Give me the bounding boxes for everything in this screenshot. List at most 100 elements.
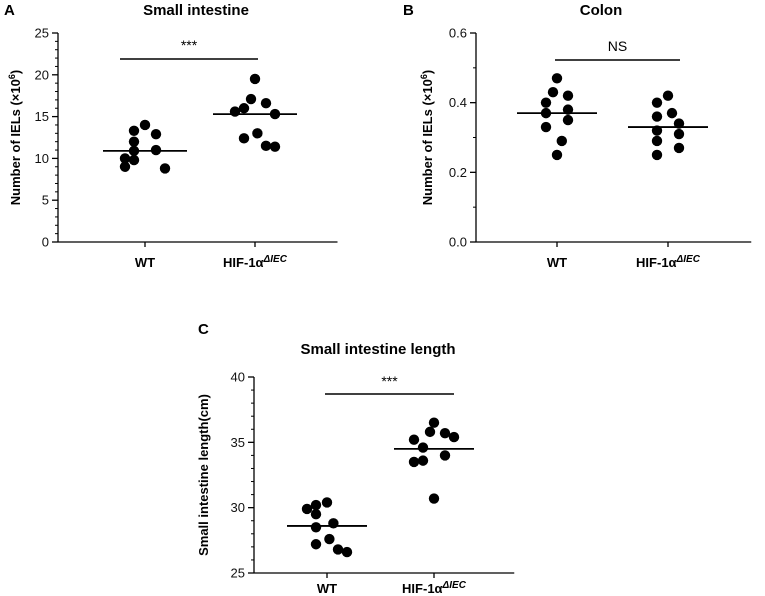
- y-axis-label: Small intestine length(cm): [196, 394, 211, 556]
- y-tick-label: 30: [231, 500, 245, 515]
- y-tick-label: 15: [35, 109, 49, 124]
- y-axis-label-close: ): [420, 70, 435, 74]
- data-point: [562, 90, 574, 101]
- data-point: [310, 539, 322, 550]
- data-point: [229, 106, 241, 117]
- data-point: [249, 73, 261, 85]
- y-tick-label: 0.4: [449, 95, 467, 110]
- y-tick-label: 0.6: [449, 26, 467, 41]
- y-axis-label-exponent: 6: [7, 74, 17, 79]
- y-tick-label: 5: [42, 193, 49, 208]
- y-axis-label-base: Number of IELs (×10: [420, 79, 435, 205]
- data-point: [547, 87, 559, 98]
- data-point: [260, 140, 272, 152]
- data-point: [662, 90, 674, 101]
- y-tick-label: 0: [42, 235, 49, 250]
- y-axis-label: Number of IELs (×106): [419, 70, 435, 205]
- data-point: [324, 533, 335, 545]
- data-point: [448, 431, 460, 443]
- panel-letter: B: [403, 2, 414, 19]
- data-point: [269, 141, 281, 152]
- x-category-label-hif-base: HIF-1α: [636, 255, 677, 270]
- y-tick-label: 10: [35, 151, 49, 166]
- data-point: [341, 546, 353, 558]
- x-category-label-wt: WT: [135, 255, 155, 270]
- data-point: [332, 544, 344, 555]
- data-point: [119, 153, 131, 164]
- data-point: [651, 97, 663, 108]
- panel-c: C Small intestine length 25 30 35 40 Small int…: [196, 321, 515, 596]
- data-point: [424, 426, 436, 438]
- data-point: [551, 73, 563, 84]
- chart-title: Small intestine: [143, 2, 249, 19]
- data-point: [150, 128, 162, 140]
- y-tick-label: 35: [231, 435, 245, 450]
- data-point: [673, 128, 685, 140]
- significance-label: ***: [181, 37, 198, 53]
- data-point: [651, 135, 663, 147]
- data-point: [417, 455, 429, 466]
- data-point: [159, 163, 171, 174]
- data-point: [321, 497, 333, 508]
- data-point: [417, 442, 429, 453]
- data-point: [428, 417, 440, 428]
- x-category-label-wt: WT: [547, 255, 567, 270]
- data-point: [328, 518, 339, 529]
- x-category-label-hif-base: HIF-1α: [223, 255, 264, 270]
- data-point: [245, 93, 257, 105]
- data-point: [428, 493, 440, 504]
- data-point: [310, 522, 322, 533]
- data-point: [673, 142, 685, 154]
- significance-label: ***: [381, 373, 398, 389]
- data-point: [551, 149, 563, 161]
- data-point: [238, 133, 250, 144]
- data-point: [540, 121, 552, 133]
- data-point: [119, 161, 131, 172]
- y-axis-label: Number of IELs (×106): [7, 70, 23, 205]
- data-point: [651, 149, 663, 161]
- x-category-label-hif: HIF-1αΔIEC: [636, 254, 701, 271]
- x-category-label-hif: HIF-1αΔIEC: [402, 580, 467, 596]
- data-point: [439, 427, 451, 439]
- data-point: [128, 125, 140, 137]
- y-tick-label: 25: [35, 26, 49, 41]
- data-point: [310, 509, 322, 520]
- y-tick-label: 0.2: [449, 165, 467, 180]
- y-tick-label: 40: [231, 370, 245, 385]
- data-point: [310, 499, 322, 511]
- y-axis-label-close: ): [8, 70, 23, 74]
- data-point: [651, 111, 663, 122]
- y-tick-label: 25: [231, 566, 245, 581]
- data-point: [238, 103, 250, 114]
- y-tick-label: 20: [35, 67, 49, 82]
- data-point: [556, 135, 567, 147]
- data-point: [301, 503, 313, 515]
- y-tick-label: 0.0: [449, 235, 467, 250]
- data-point: [260, 98, 272, 109]
- chart-title: Colon: [580, 2, 623, 19]
- panel-a: A Small intestine 0 5 10 15 20 25 Number of IELs…: [4, 2, 338, 270]
- y-axis-label-base: Number of IELs (×10: [8, 79, 23, 205]
- panel-letter: C: [198, 321, 209, 338]
- x-category-label-hif-superscript: ΔIEC: [676, 254, 701, 265]
- chart-title: Small intestine length: [300, 341, 455, 358]
- data-point: [408, 456, 420, 468]
- x-category-label-hif: HIF-1αΔIEC: [223, 254, 288, 271]
- significance-label: NS: [608, 38, 627, 54]
- data-point: [666, 107, 678, 119]
- data-point: [128, 154, 140, 166]
- data-point: [252, 128, 263, 139]
- x-category-label-hif-superscript: ΔIEC: [263, 254, 288, 265]
- y-axis-label-exponent: 6: [419, 74, 429, 79]
- data-point: [540, 97, 552, 108]
- data-point: [408, 434, 420, 445]
- data-point: [562, 114, 574, 126]
- x-category-label-wt: WT: [317, 581, 337, 596]
- data-point: [439, 450, 451, 461]
- data-point: [139, 119, 151, 131]
- x-category-label-hif-base: HIF-1α: [402, 581, 443, 596]
- x-category-label-hif-superscript: ΔIEC: [442, 580, 467, 591]
- data-point: [128, 136, 140, 147]
